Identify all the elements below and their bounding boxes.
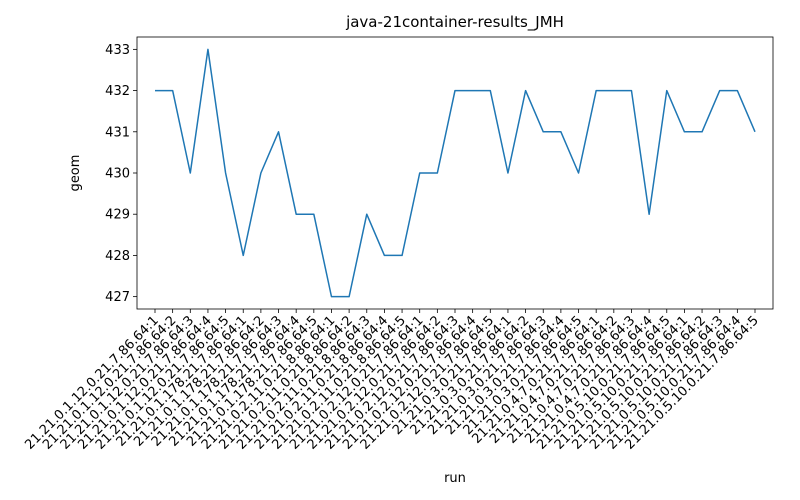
- y-tick-label: 428: [105, 249, 130, 264]
- y-axis-title: geom: [68, 155, 83, 192]
- y-tick-label: 432: [105, 84, 130, 99]
- series-line: [155, 48, 756, 298]
- plot-area-frame: [136, 36, 774, 310]
- y-tick-label: 430: [105, 167, 130, 182]
- chart-title: java-21container-results_JMH: [345, 13, 564, 32]
- y-tick-label: 427: [105, 290, 130, 305]
- y-tick-label: 433: [105, 43, 130, 58]
- y-tick-label: 431: [105, 125, 130, 140]
- x-axis-title: run: [444, 471, 466, 486]
- y-axis-ticks: 427 428 429 430 431 432 433: [105, 43, 137, 305]
- y-tick-label: 429: [105, 208, 130, 223]
